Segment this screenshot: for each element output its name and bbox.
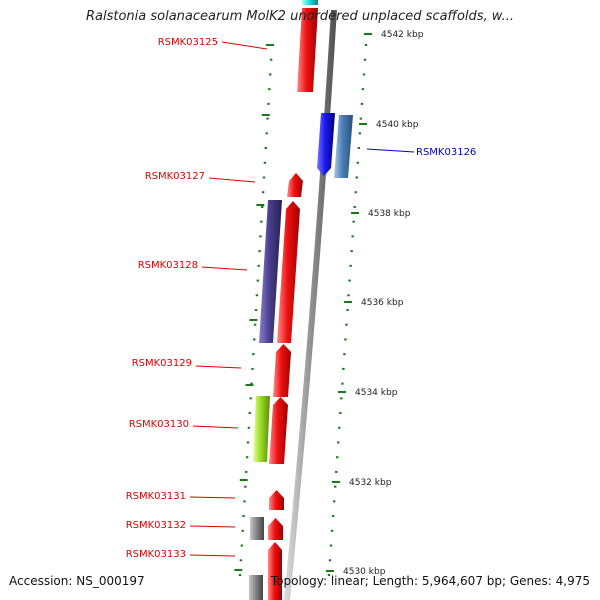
gene-label-rsmk03128: RSMK03128: [138, 260, 198, 271]
gene-rsmk03126-shape: [317, 113, 335, 176]
genome-backbone: [284, 9, 337, 600]
gene-label-rsmk03129: RSMK03129: [132, 358, 192, 369]
leader-line-rsmk03129: [195, 365, 242, 369]
gene-rsmk03129-shape: [273, 344, 291, 397]
gene-label-rsmk03133: RSMK03133: [126, 549, 186, 560]
scale-label: 4536 kbp: [361, 298, 404, 308]
leader-line-rsmk03131: [189, 496, 236, 499]
gene-cyan-fragment: [302, 0, 318, 5]
leader-line-rsmk03133: [189, 554, 236, 557]
gene-rsmk03125-shape: [297, 8, 318, 92]
leader-line-rsmk03125: [221, 41, 268, 50]
leader-line-rsmk03132: [189, 525, 236, 528]
leader-line-rsmk03130: [192, 425, 239, 429]
scale-label: 4530 kbp: [343, 567, 386, 577]
scale-label: 4538 kbp: [368, 209, 411, 219]
gene-rsmk03132-shape: [268, 518, 283, 540]
gene-label-rsmk03131: RSMK03131: [126, 491, 186, 502]
topology-label: Topology: linear; Length: 5,964,607 bp; …: [270, 574, 590, 588]
accession-label: Accession: NS_000197: [9, 574, 145, 588]
gene-steelblue-shape: [334, 115, 353, 178]
gene-rsmk03128-shape: [277, 201, 300, 343]
gene-rsmk03131-shape: [269, 490, 284, 510]
gene-rsmk03132-gray: [250, 517, 264, 540]
leader-line-rsmk03127: [208, 177, 256, 183]
gene-rsmk03133-shape: [268, 542, 282, 600]
scale-label: 4540 kbp: [376, 120, 419, 130]
gene-rsmk03130-shape: [269, 397, 288, 464]
gene-rsmk03130-green: [253, 396, 270, 462]
gene-bottom-gray: [249, 575, 263, 600]
gene-label-rsmk03132: RSMK03132: [126, 520, 186, 531]
gene-rsmk03127-shape: [287, 173, 303, 197]
gene-rsmk03128-indigo: [259, 200, 282, 343]
leader-line-rsmk03128: [201, 266, 248, 271]
gene-label-rsmk03126: RSMK03126: [416, 147, 476, 158]
gene-label-rsmk03127: RSMK03127: [145, 171, 205, 182]
map-title: Ralstonia solanacearum MolK2 unordered u…: [85, 9, 514, 24]
scale-label: 4534 kbp: [355, 388, 398, 398]
scale-label: 4542 kbp: [381, 30, 424, 40]
leader-line-rsmk03126: [366, 148, 415, 153]
gene-label-rsmk03130: RSMK03130: [129, 419, 189, 430]
scale-label: 4532 kbp: [349, 478, 392, 488]
gene-label-rsmk03125: RSMK03125: [158, 37, 218, 48]
